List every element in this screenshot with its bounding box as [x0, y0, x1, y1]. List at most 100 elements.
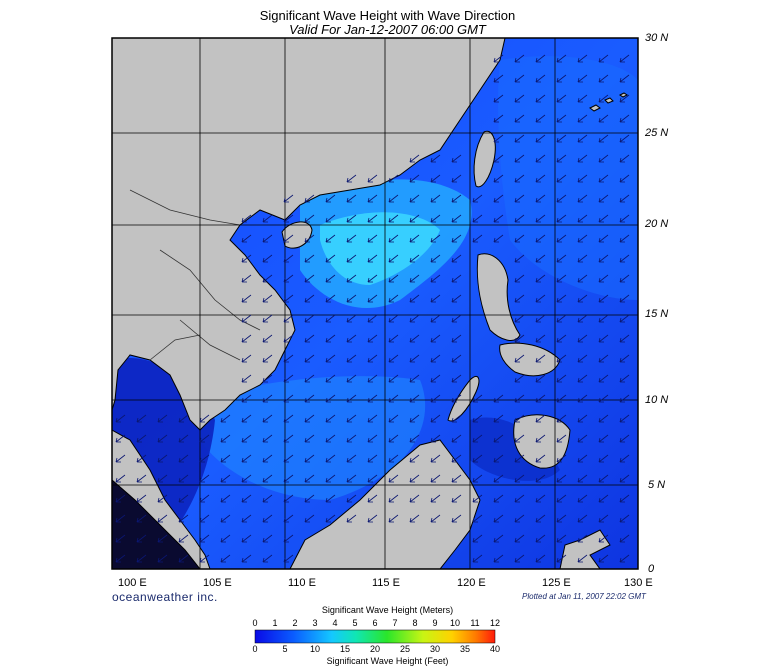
wave-arrow [577, 74, 588, 83]
wave-arrow [304, 354, 315, 363]
wave-arrow [346, 354, 357, 363]
wave-arrow [241, 314, 252, 323]
wave-arrow [451, 494, 462, 503]
wave-arrow [577, 414, 588, 423]
wave-arrow [598, 394, 609, 403]
wave-arrow [304, 214, 315, 223]
wave-arrow [619, 394, 630, 403]
wave-direction-arrows [115, 54, 630, 563]
wave-arrow [178, 454, 189, 463]
wave-arrow [325, 254, 336, 263]
wave-arrow [514, 454, 525, 463]
wave-arrow [472, 234, 483, 243]
wave-arrow [556, 434, 567, 443]
wave-arrow [388, 174, 399, 183]
wave-arrow [346, 414, 357, 423]
map-frame [111, 37, 639, 570]
wave-arrow [241, 254, 252, 263]
wave-arrow [430, 454, 441, 463]
wave-arrow [262, 534, 273, 543]
wave-arrow [241, 554, 252, 563]
wave-arrow [493, 554, 504, 563]
wave-arrow [535, 334, 546, 343]
wave-arrow [514, 394, 525, 403]
wave-arrow [304, 474, 315, 483]
wave-arrow [577, 54, 588, 63]
wave-arrow [388, 274, 399, 283]
wave-arrow [514, 374, 525, 383]
feet-tick: 35 [459, 644, 470, 654]
wave-arrow [577, 174, 588, 183]
luzon-island [476, 253, 521, 341]
meter-tick: 5 [352, 618, 358, 628]
lat-label-15n: 15 N [645, 308, 669, 320]
wave-arrow [598, 214, 609, 223]
country-borders [129, 189, 261, 361]
wave-arrow [535, 434, 546, 443]
wave-arrow [556, 554, 567, 563]
wave-arrow [535, 234, 546, 243]
wave-arrow [493, 74, 504, 83]
wave-arrow [577, 294, 588, 303]
wave-arrow [556, 234, 567, 243]
wave-arrow [262, 514, 273, 523]
wave-arrow [367, 174, 378, 183]
wave-arrow [556, 474, 567, 483]
wave-arrow [451, 194, 462, 203]
wave-arrow [325, 434, 336, 443]
wave-arrow [598, 254, 609, 263]
wave-arrow [556, 254, 567, 263]
wave-arrow [535, 314, 546, 323]
wave-arrow [409, 194, 420, 203]
wave-arrow [241, 534, 252, 543]
wave-arrow [493, 194, 504, 203]
lat-label-0: 0 [648, 563, 655, 575]
wave-arrow [178, 534, 189, 543]
wave-arrow [430, 494, 441, 503]
wave-arrow [535, 114, 546, 123]
wave-arrow [535, 474, 546, 483]
legend-feet-title: Significant Wave Height (Feet) [326, 656, 449, 666]
wave-arrow [472, 214, 483, 223]
wave-arrow [409, 294, 420, 303]
wave-arrow [388, 474, 399, 483]
wave-arrow [556, 94, 567, 103]
wave-arrow [619, 534, 630, 543]
wave-arrow [325, 274, 336, 283]
wave-arrow [619, 214, 630, 223]
wave-arrow [451, 294, 462, 303]
plotted-timestamp: Plotted at Jan 11, 2007 22:02 GMT [522, 592, 646, 601]
wave-arrow [577, 394, 588, 403]
wave-arrow [283, 414, 294, 423]
wave-arrow [367, 234, 378, 243]
wave-arrow [430, 154, 441, 163]
lon-label-100e: 100 E [118, 577, 147, 589]
wave-arrow [472, 494, 483, 503]
colorbar [254, 629, 496, 644]
wave-arrow [388, 214, 399, 223]
wave-arrow [199, 534, 210, 543]
mid-wave-zone [200, 376, 426, 500]
wave-arrow [451, 434, 462, 443]
wave-arrow [619, 74, 630, 83]
wave-arrow [451, 154, 462, 163]
wave-arrow [346, 494, 357, 503]
wave-arrow [514, 434, 525, 443]
wave-arrow [514, 214, 525, 223]
wave-arrow [556, 374, 567, 383]
wave-arrow [430, 374, 441, 383]
wave-arrow [556, 414, 567, 423]
wave-arrow [493, 434, 504, 443]
wave-arrow [220, 534, 231, 543]
wave-arrow [556, 134, 567, 143]
wave-arrow [619, 414, 630, 423]
wave-arrow [619, 434, 630, 443]
wave-arrow [262, 294, 273, 303]
wave-arrow [241, 514, 252, 523]
wave-arrow [619, 274, 630, 283]
wave-arrow [514, 514, 525, 523]
wave-arrow [451, 414, 462, 423]
wave-arrow [367, 214, 378, 223]
lon-label-105e: 105 E [203, 577, 232, 589]
wave-arrow [325, 234, 336, 243]
